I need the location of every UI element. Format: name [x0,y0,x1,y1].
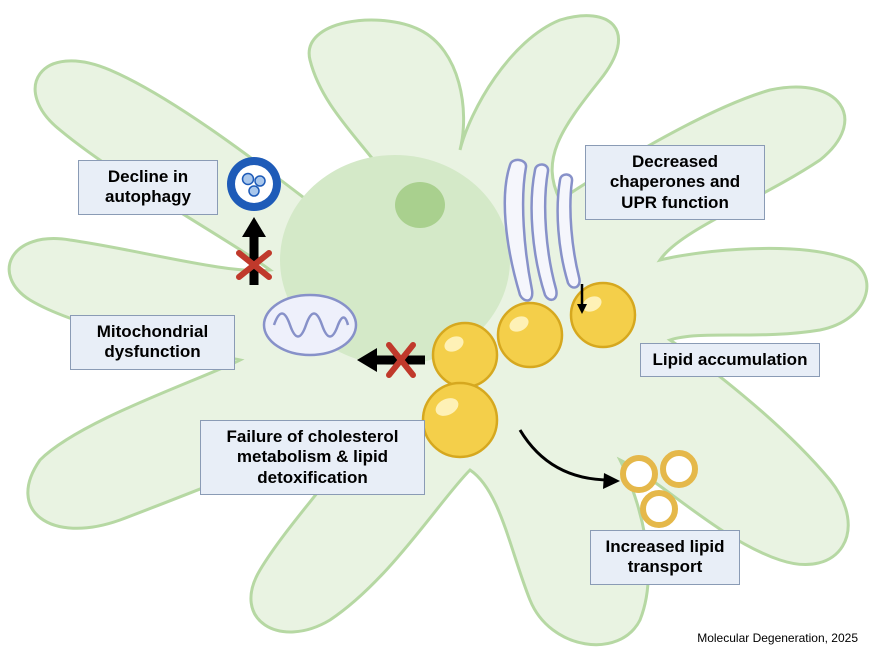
credit-text: Molecular Degeneration, 2025 [697,631,858,645]
label-accumulation-text: Lipid accumulation [653,350,808,369]
mitochondrion-icon [260,290,360,365]
label-chaperones-text: Decreased chaperones and UPR function [610,152,740,212]
lipid-droplet-4 [420,380,500,460]
label-autophagy-text: Decline in autophagy [105,167,191,206]
label-cholesterol: Failure of cholesterol metabolism & lipi… [200,420,425,495]
label-accumulation: Lipid accumulation [640,343,820,377]
label-mitochondrial-text: Mitochondrial dysfunction [97,322,208,361]
nucleolus [395,182,445,228]
arrow-er-to-lipid [570,280,600,320]
label-transport-text: Increased lipid transport [605,537,724,576]
arrow-lipid-to-transport [510,420,630,500]
lipoprotein-ring-3 [640,490,678,528]
label-transport: Increased lipid transport [590,530,740,585]
label-cholesterol-text: Failure of cholesterol metabolism & lipi… [227,427,399,487]
autophagosome-icon [225,155,283,218]
label-mitochondrial: Mitochondrial dysfunction [70,315,235,370]
lipoprotein-ring-2 [660,450,698,488]
label-chaperones: Decreased chaperones and UPR function [585,145,765,220]
arrow-mito-blocked [355,340,435,380]
lipid-droplet-2 [495,300,565,370]
arrow-autophagy-blocked [234,215,274,295]
label-autophagy: Decline in autophagy [78,160,218,215]
